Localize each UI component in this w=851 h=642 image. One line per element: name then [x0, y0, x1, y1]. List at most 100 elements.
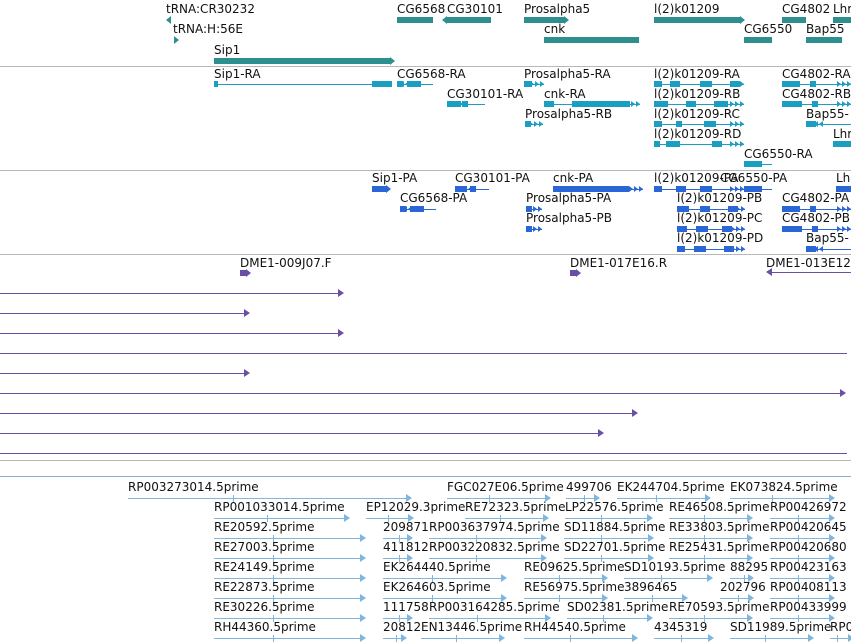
strand-chevron-icon	[534, 121, 538, 127]
feature-line	[654, 104, 744, 105]
feature-line	[429, 538, 543, 539]
feature-tick	[837, 635, 838, 642]
strand-chevron-icon	[842, 81, 846, 87]
track-separator	[0, 170, 851, 171]
strand-chevron-icon	[626, 101, 630, 107]
feature-label: RP00408113	[770, 580, 847, 594]
feature-label: RE09625.5prime	[524, 560, 625, 574]
feature-tick	[681, 635, 682, 642]
strand-arrow-icon	[338, 329, 344, 337]
feature-label: 202796	[720, 580, 766, 594]
track-separator	[0, 476, 851, 477]
strand-arrow-icon	[244, 309, 250, 317]
strand-arrow-icon	[829, 494, 835, 502]
feature-label: l(2)k01209-RC	[654, 107, 740, 121]
strand-arrow-icon	[246, 269, 251, 277]
strand-chevron-icon	[735, 121, 739, 127]
feature-label: RE70593.5prime	[669, 600, 770, 614]
strand-arrow-icon	[338, 289, 344, 297]
strand-arrow-icon	[576, 269, 581, 277]
strand-arrow-icon	[598, 429, 604, 437]
feature-tick	[559, 575, 560, 582]
feature-tick	[273, 575, 274, 582]
feature-line	[654, 124, 744, 125]
feature-label: Bap55-	[806, 231, 849, 245]
strand-chevron-icon	[403, 206, 407, 212]
feature-line	[566, 498, 596, 499]
feature-label: RP00433999	[770, 600, 847, 614]
feature-label: l(2)k01209-RB	[654, 87, 741, 101]
strand-chevron-icon	[814, 121, 818, 127]
exon-block	[654, 186, 662, 192]
feature-label: 209871	[383, 520, 429, 534]
feature-bar	[240, 270, 246, 276]
strand-chevron-icon	[458, 186, 462, 192]
feature-label: 499706	[566, 480, 612, 494]
strand-arrow-icon	[386, 185, 391, 193]
strand-arrow-icon	[829, 554, 835, 562]
feature-line	[782, 209, 851, 210]
feature-line	[730, 638, 810, 639]
feature-label: CG6550-PA	[720, 171, 788, 185]
exon-block	[676, 186, 686, 192]
feature-tick	[432, 575, 433, 582]
strand-chevron-icon	[837, 226, 841, 232]
feature-line	[214, 578, 362, 579]
feature-line	[0, 293, 340, 294]
feature-tick	[273, 555, 274, 562]
feature-tick	[273, 595, 274, 602]
strand-arrow-icon	[829, 514, 835, 522]
feature-label: Prosalpha5-RB	[525, 107, 613, 121]
strand-chevron-icon	[740, 121, 744, 127]
strand-chevron-icon	[413, 206, 417, 212]
feature-line	[770, 578, 831, 579]
feature-tick	[476, 535, 477, 542]
strand-chevron-icon	[741, 226, 745, 232]
strand-chevron-icon	[455, 101, 459, 107]
feature-line	[214, 558, 362, 559]
feature-label: RE30226.5prime	[214, 600, 315, 614]
feature-bar	[570, 270, 576, 276]
feature-line	[524, 578, 604, 579]
strand-arrow-icon	[360, 574, 366, 582]
feature-tick	[765, 635, 766, 642]
feature-tick	[476, 555, 477, 562]
track-separator	[0, 460, 851, 461]
feature-tick	[798, 595, 799, 602]
exon-block	[782, 81, 800, 87]
feature-label: 20812	[383, 620, 422, 634]
feature-line	[214, 638, 362, 639]
strand-arrow-icon	[648, 534, 654, 542]
strand-arrow-icon	[360, 614, 366, 622]
exon-block	[372, 81, 392, 87]
exon-block	[654, 101, 668, 107]
strand-arrow-icon	[747, 534, 753, 542]
strand-arrow-icon	[442, 16, 447, 24]
feature-line	[669, 518, 749, 519]
strand-chevron-icon	[730, 141, 734, 147]
feature-line	[0, 373, 246, 374]
exon-block	[686, 101, 696, 107]
feature-label: RP003220832.5prime	[429, 540, 560, 554]
strand-arrow-icon	[632, 409, 638, 417]
strand-chevron-icon	[809, 246, 813, 252]
feature-bar	[524, 17, 564, 23]
feature-line	[0, 393, 842, 394]
strand-arrow-icon	[707, 574, 713, 582]
strand-chevron-icon	[819, 246, 823, 252]
feature-label: RP00420680	[770, 540, 847, 554]
feature-line	[654, 189, 744, 190]
feature-label: CG6550	[744, 22, 793, 36]
strand-chevron-icon	[814, 246, 818, 252]
strand-chevron-icon	[837, 101, 841, 107]
feature-tick	[570, 635, 571, 642]
exon-block	[782, 226, 802, 232]
feature-line	[564, 538, 650, 539]
feature-label: 4345319	[654, 620, 708, 634]
strand-chevron-icon	[730, 186, 734, 192]
feature-line	[0, 413, 634, 414]
feature-label: CG6568-RA	[397, 67, 466, 81]
feature-label: SD11989.5prime	[730, 620, 832, 634]
feature-label: Prosalpha5	[524, 2, 591, 16]
feature-line	[830, 638, 850, 639]
